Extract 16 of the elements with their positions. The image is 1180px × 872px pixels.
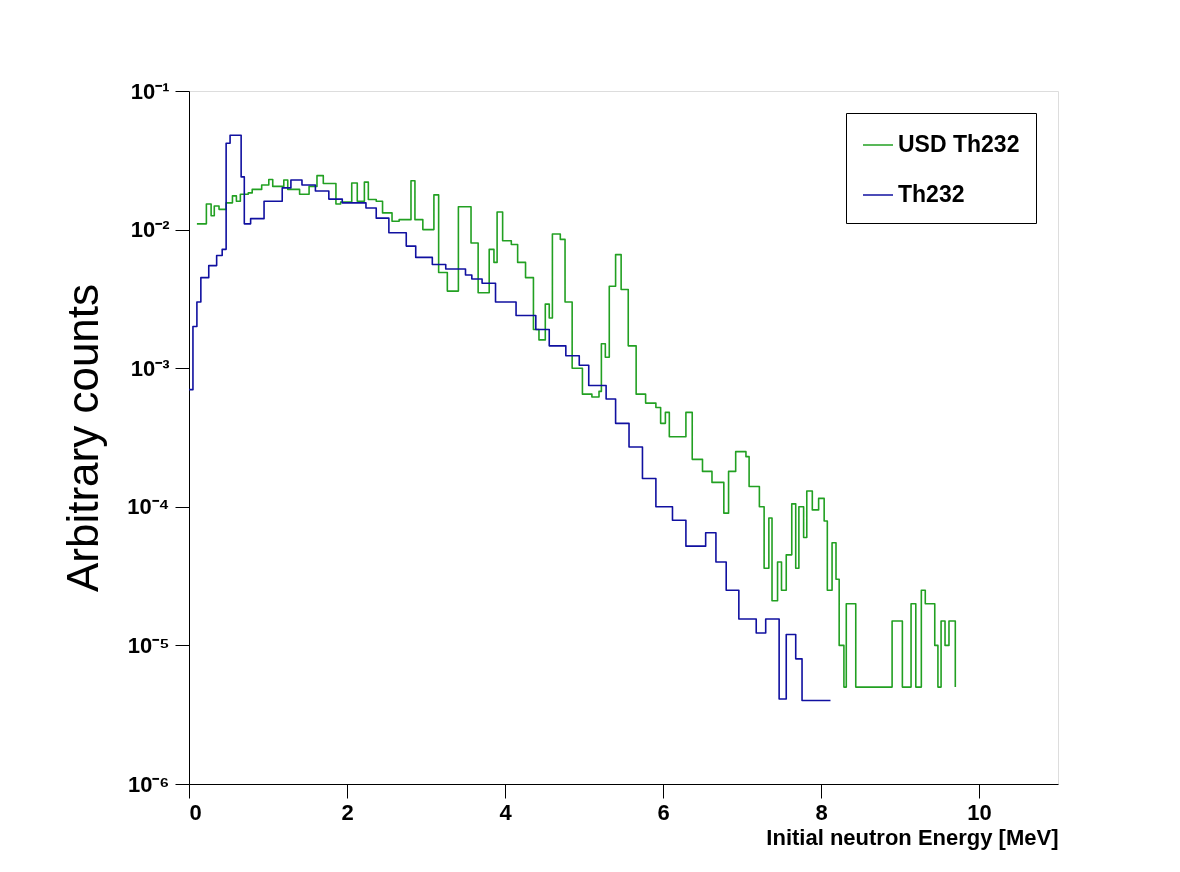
x-tick-label: 10 [967,799,992,825]
y-tick-label: 10⁻⁵ [127,632,170,658]
x-tick-label: 6 [657,799,670,825]
legend-label: Th232 [898,181,965,207]
y-tick-label: 10⁻⁶ [127,771,170,797]
legend-label: USD Th232 [898,131,1020,157]
y-tick-label: 10⁻³ [130,355,170,381]
x-tick-label: 0 [189,799,202,825]
x-tick-label: 2 [341,799,354,825]
y-tick-label: 10⁻¹ [130,78,170,104]
x-tick-label: 8 [815,799,828,825]
y-tick-label: 10⁻⁴ [127,494,170,520]
x-axis-title: Initial neutron Energy [MeV] [766,824,1059,850]
x-tick-label: 4 [499,799,513,825]
y-tick-label: 10⁻² [130,217,170,243]
y-axis-title: Arbitrary counts [58,283,108,593]
